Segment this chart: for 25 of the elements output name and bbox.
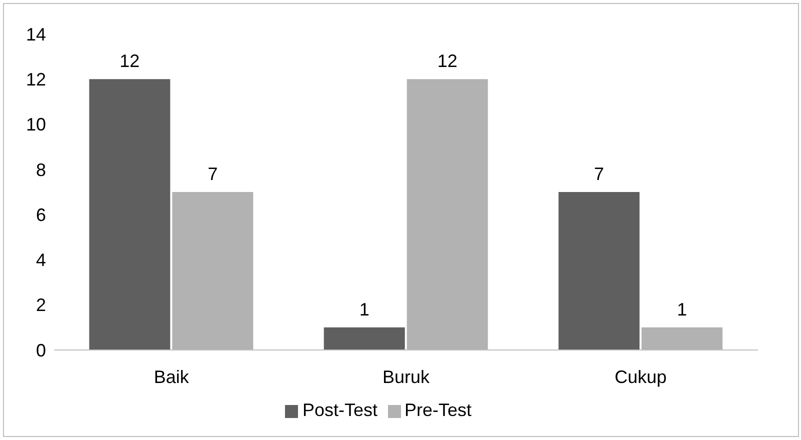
data-label: 7 xyxy=(208,164,218,184)
data-label: 1 xyxy=(677,299,688,320)
y-tick-label: 10 xyxy=(26,114,46,135)
y-tick-label: 4 xyxy=(36,250,46,270)
bar xyxy=(642,327,723,350)
y-tick-label: 12 xyxy=(26,70,46,90)
bar xyxy=(324,327,405,350)
x-tick-label: Baik xyxy=(154,366,190,387)
bar xyxy=(172,192,254,350)
data-label: 12 xyxy=(120,51,140,72)
y-tick-label: 14 xyxy=(26,24,46,44)
x-tick-label: Buruk xyxy=(382,366,431,387)
y-tick-label: 0 xyxy=(36,340,46,360)
data-label: 1 xyxy=(359,299,370,320)
y-tick-label: 8 xyxy=(36,160,46,180)
y-tick-label: 6 xyxy=(36,204,46,225)
data-label: 12 xyxy=(437,51,458,72)
bar xyxy=(89,79,170,350)
data-label: 7 xyxy=(594,164,604,184)
x-tick-label: Cukup xyxy=(614,366,667,387)
bar xyxy=(558,192,640,350)
y-tick-label: 2 xyxy=(36,295,46,316)
legend-label: Pre-Test xyxy=(404,400,472,420)
bar xyxy=(406,79,488,350)
legend-label: Post-Test xyxy=(302,400,378,420)
